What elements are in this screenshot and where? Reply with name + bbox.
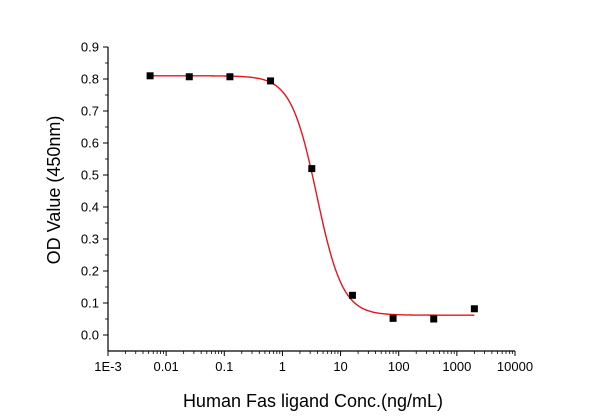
data-point	[185, 73, 193, 81]
x-tick-label: 1E-3	[94, 359, 121, 374]
y-tick-label: 0.0	[81, 328, 99, 343]
axes: 1E-3 0.01 0.1 1 10 100 1000 10000 0.0 0.1 0.2 0.3 0.…	[81, 40, 533, 375]
x-tick-label: 0.1	[215, 359, 233, 374]
x-tick-label: 1000	[442, 359, 471, 374]
data-point	[348, 291, 356, 299]
fit-curve	[150, 75, 475, 316]
x-tick-label: 1	[279, 359, 286, 374]
x-tick-label: 10	[333, 359, 347, 374]
y-tick-label: 0.3	[81, 232, 99, 247]
data-point	[267, 77, 275, 85]
data-point	[470, 305, 478, 313]
data-points-layer	[146, 72, 478, 323]
y-tick-label: 0.7	[81, 104, 99, 119]
fit-curve-layer	[150, 75, 475, 316]
x-tick-label: 0.01	[153, 359, 178, 374]
y-tick-label: 0.6	[81, 136, 99, 151]
x-tick-label: 100	[388, 359, 410, 374]
y-tick-label: 0.2	[81, 264, 99, 279]
data-point	[226, 73, 234, 81]
y-tick-label: 0.4	[81, 200, 99, 215]
data-point	[146, 72, 154, 80]
data-point	[430, 315, 438, 323]
y-tick-label: 0.9	[81, 40, 99, 55]
x-axis-title: Human Fas ligand Conc.(ng/mL)	[183, 391, 443, 411]
x-tick-label: 10000	[497, 359, 533, 374]
y-tick-label: 0.8	[81, 72, 99, 87]
y-axis-title: OD Value (450nm)	[44, 116, 64, 265]
data-point	[308, 165, 316, 173]
data-point	[389, 314, 397, 322]
y-tick-label: 0.5	[81, 168, 99, 183]
y-tick-label: 0.1	[81, 296, 99, 311]
